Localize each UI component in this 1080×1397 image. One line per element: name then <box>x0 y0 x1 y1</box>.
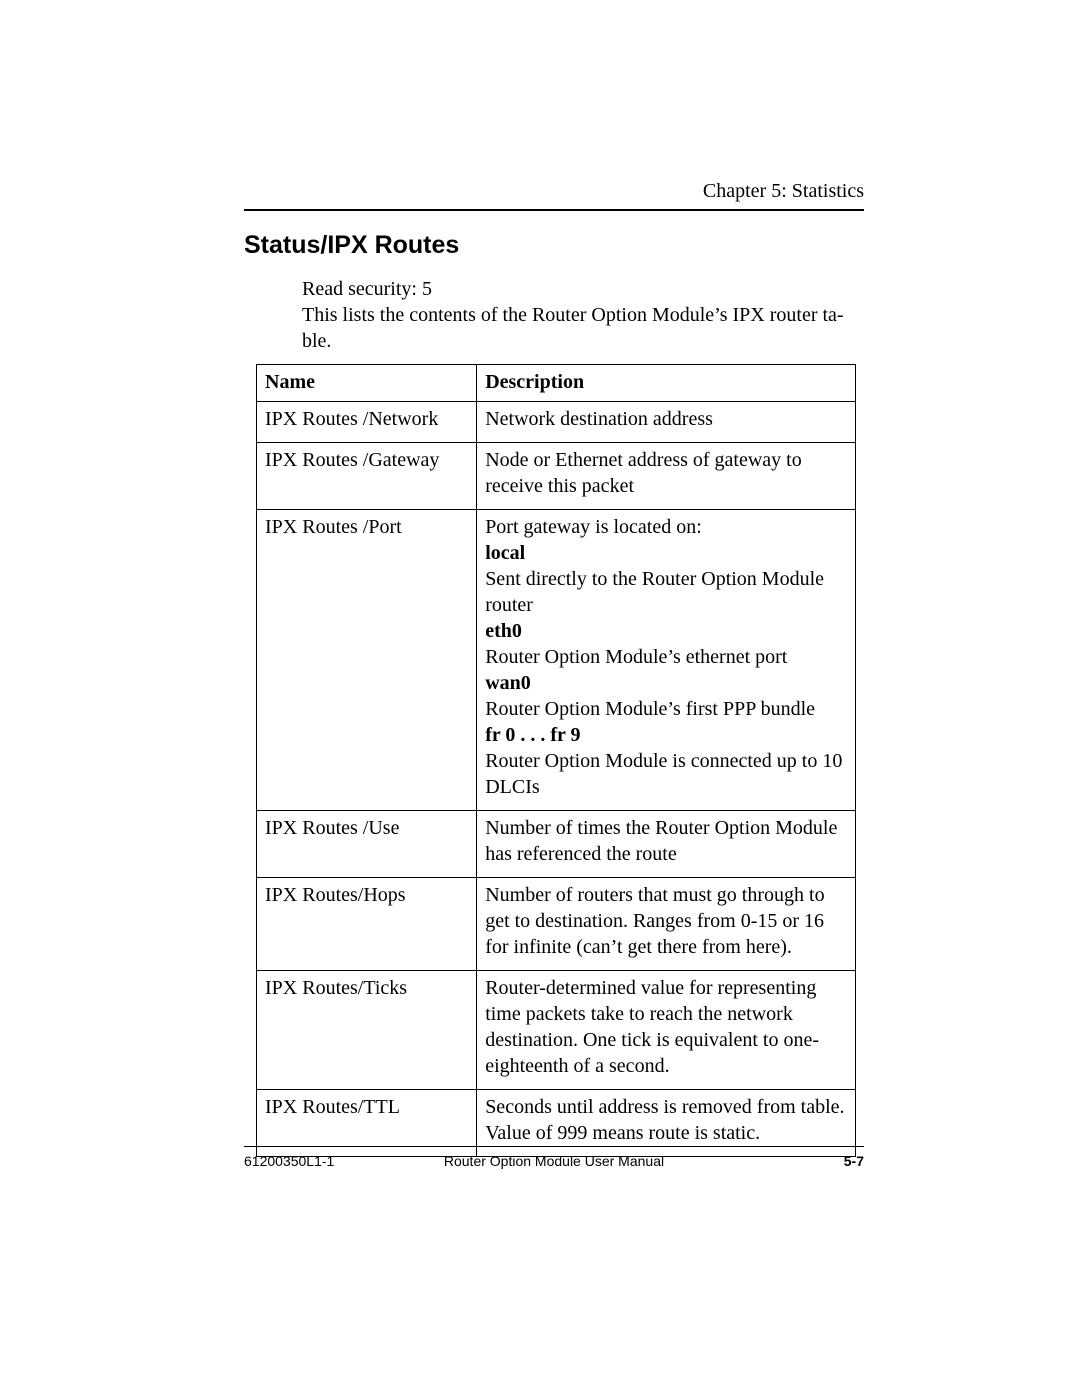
port-val: Router Option Module’s first PPP bundle <box>485 698 815 720</box>
cell-desc: Router-determined value for representing… <box>477 971 856 1090</box>
cell-name: IPX Routes/Ticks <box>257 971 477 1090</box>
cell-name: IPX Routes /Network <box>257 402 477 443</box>
cell-desc: Node or Ethernet address of gateway to r… <box>477 443 856 510</box>
table-row: IPX Routes /Use Number of times the Rout… <box>257 811 856 878</box>
port-val: Sent directly to the Router Option Modul… <box>485 568 824 616</box>
table-header-row: Name Description <box>257 365 856 402</box>
table-row: IPX Routes /Port Port gateway is located… <box>257 510 856 811</box>
cell-desc: Network destination address <box>477 402 856 443</box>
footer-manual-title: Router Option Module User Manual <box>244 1153 864 1169</box>
col-header-description: Description <box>477 365 856 402</box>
cell-name: IPX Routes /Use <box>257 811 477 878</box>
chapter-header: Chapter 5: Statistics <box>244 180 864 203</box>
cell-desc: Number of routers that must go through t… <box>477 878 856 971</box>
port-key: wan0 <box>485 672 531 694</box>
cell-desc: Number of times the Router Option Module… <box>477 811 856 878</box>
port-intro: Port gateway is located on: <box>485 516 702 538</box>
cell-name: IPX Routes /Port <box>257 510 477 811</box>
table-row: IPX Routes /Gateway Node or Ethernet add… <box>257 443 856 510</box>
section-title: Status/IPX Routes <box>244 231 864 260</box>
intro-line: This lists the contents of the Router Op… <box>302 304 844 326</box>
header-rule <box>244 209 864 211</box>
cell-name: IPX Routes /Gateway <box>257 443 477 510</box>
port-key: fr 0 . . . fr 9 <box>485 724 580 746</box>
document-page: Chapter 5: Statistics Status/IPX Routes … <box>0 0 1080 1397</box>
table-row: IPX Routes /Network Network destination … <box>257 402 856 443</box>
table-row: IPX Routes/Ticks Router-determined value… <box>257 971 856 1090</box>
page-footer: 61200350L1-1 Router Option Module User M… <box>244 1146 864 1169</box>
col-header-name: Name <box>257 365 477 402</box>
cell-desc: Port gateway is located on: local Sent d… <box>477 510 856 811</box>
port-key: local <box>485 542 525 564</box>
intro-line: ble. <box>302 330 331 352</box>
footer-rule <box>244 1146 864 1147</box>
ipx-routes-table: Name Description IPX Routes /Network Net… <box>256 364 856 1157</box>
port-val: Router Option Module is connected up to … <box>485 750 842 798</box>
cell-name: IPX Routes/Hops <box>257 878 477 971</box>
intro-line: Read security: 5 <box>302 278 432 300</box>
section-intro: Read security: 5 This lists the contents… <box>302 276 864 354</box>
port-key: eth0 <box>485 620 522 642</box>
table-row: IPX Routes/Hops Number of routers that m… <box>257 878 856 971</box>
port-val: Router Option Module’s ethernet port <box>485 646 787 668</box>
